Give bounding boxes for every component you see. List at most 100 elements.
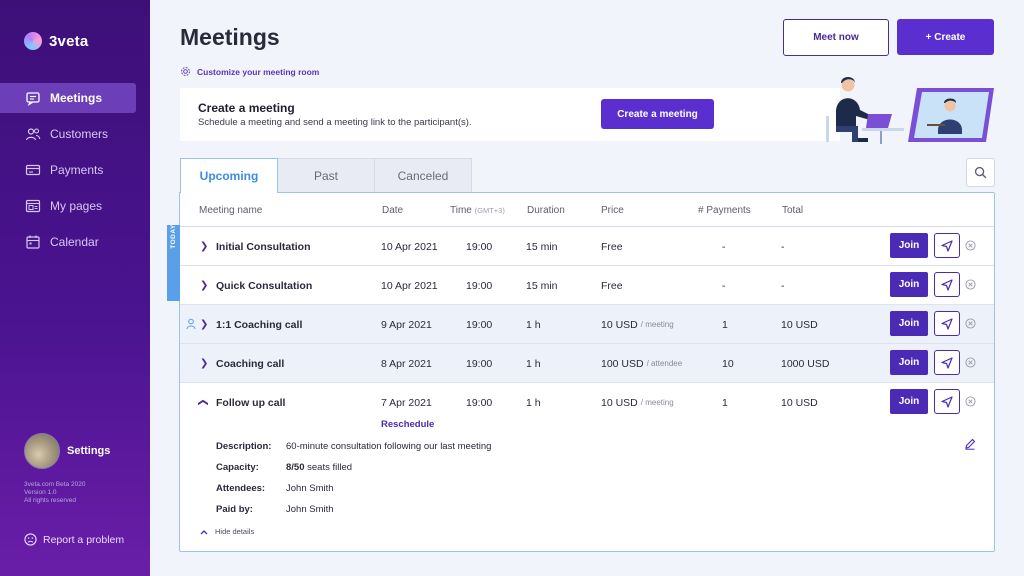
create-button[interactable]: + Create — [897, 19, 994, 55]
chevron-right-icon[interactable]: ❯ — [200, 358, 209, 369]
settings-label: Settings — [67, 445, 111, 457]
table-row[interactable]: ❯ Quick Consultation 10 Apr 2021 19:00 1… — [180, 266, 994, 305]
header-name: Meeting name — [199, 205, 263, 216]
meeting-name: Coaching call — [216, 357, 285, 370]
detail-value: 8/50 seats filled — [286, 462, 352, 473]
search-button[interactable] — [966, 158, 995, 187]
meeting-payments: 1 — [722, 318, 728, 331]
join-button[interactable]: Join — [890, 311, 928, 336]
meeting-illustration — [826, 77, 994, 144]
table-row[interactable]: ❯ Coaching call 8 Apr 2021 19:00 1 h 100… — [180, 344, 994, 383]
price-value: 10 USD — [601, 396, 638, 409]
send-icon — [941, 239, 953, 252]
price-value: 100 USD — [601, 357, 644, 370]
settings-link[interactable]: Settings — [24, 433, 110, 469]
cancel-icon[interactable] — [964, 239, 977, 252]
tab-past[interactable]: Past — [277, 158, 375, 192]
send-icon — [941, 356, 953, 369]
meeting-price: 100 USD / attendee — [601, 344, 682, 383]
chevron-right-icon[interactable]: ❯ — [200, 280, 209, 291]
send-icon — [941, 278, 953, 291]
version-info: 3veta.com Beta 2020 Version 1.0 All righ… — [24, 481, 85, 505]
header-price: Price — [601, 205, 624, 216]
meeting-date: 10 Apr 2021 — [381, 240, 438, 253]
price-unit: / attendee — [646, 359, 683, 368]
meeting-time: 19:00 — [466, 279, 493, 292]
detail-attendees: Attendees: John Smith — [216, 483, 334, 494]
meeting-time: 19:00 — [466, 396, 493, 409]
header-payments: # Payments — [698, 205, 751, 216]
meeting-payments: 1 — [722, 396, 728, 409]
meeting-name: 1:1 Coaching call — [216, 318, 303, 331]
meeting-duration: 1 h — [526, 357, 541, 370]
sidebar-item-payments[interactable]: Payments — [0, 155, 136, 185]
meet-now-button[interactable]: Meet now — [783, 19, 889, 56]
detail-paid-by: Paid by: John Smith — [216, 504, 334, 515]
pages-icon — [25, 198, 41, 214]
send-link-button[interactable] — [934, 389, 960, 414]
header-time: Time (GMT+3) — [450, 205, 505, 216]
customize-room-link[interactable]: Customize your meeting room — [180, 66, 319, 77]
customize-label: Customize your meeting room — [197, 66, 320, 77]
report-problem-link[interactable]: Report a problem — [24, 533, 124, 546]
page-title: Meetings — [180, 24, 280, 50]
table-row-expanded[interactable]: ❯ Follow up call 7 Apr 2021 19:00 1 h 10… — [180, 383, 994, 422]
hide-details-label: Hide details — [215, 527, 255, 536]
meeting-price: Free — [601, 266, 626, 305]
meeting-date: 9 Apr 2021 — [381, 318, 432, 331]
table-row[interactable]: ❯ Initial Consultation 10 Apr 2021 19:00… — [180, 227, 994, 266]
cancel-icon[interactable] — [964, 317, 977, 330]
join-button[interactable]: Join — [890, 389, 928, 414]
sidebar-item-my-pages[interactable]: My pages — [0, 191, 136, 221]
tab-upcoming[interactable]: Upcoming — [180, 158, 278, 193]
cancel-icon[interactable] — [964, 395, 977, 408]
send-link-button[interactable] — [934, 272, 960, 297]
price-unit: / meeting — [640, 320, 674, 329]
join-button[interactable]: Join — [890, 272, 928, 297]
chevron-right-icon[interactable]: ❯ — [200, 241, 209, 252]
meeting-date: 10 Apr 2021 — [381, 279, 438, 292]
send-icon — [941, 395, 953, 408]
cancel-icon[interactable] — [964, 356, 977, 369]
sidebar-item-calendar[interactable]: Calendar — [0, 227, 136, 257]
meeting-name: Follow up call — [216, 396, 286, 409]
detail-value: John Smith — [286, 504, 334, 515]
logo[interactable]: 3veta — [24, 32, 88, 50]
sidebar-item-meetings[interactable]: Meetings — [0, 83, 136, 113]
tab-canceled[interactable]: Canceled — [374, 158, 472, 192]
avatar — [24, 433, 60, 469]
logo-icon — [24, 32, 42, 50]
header-total: Total — [782, 205, 804, 216]
header-timezone: (GMT+3) — [474, 206, 505, 215]
create-meeting-button[interactable]: Create a meeting — [601, 99, 714, 129]
cancel-icon[interactable] — [964, 278, 977, 291]
table-row[interactable]: ❯ 1:1 Coaching call 9 Apr 2021 19:00 1 h… — [180, 305, 994, 344]
sidebar-item-customers[interactable]: Customers — [0, 119, 136, 149]
hide-details-link[interactable]: Hide details — [200, 527, 254, 536]
sidebar-nav: Meetings Customers Payments My pages Cal… — [0, 83, 136, 263]
meeting-duration: 1 h — [526, 396, 541, 409]
meeting-total: 10 USD — [781, 396, 818, 409]
chevron-up-icon[interactable]: ❯ — [197, 398, 209, 407]
reschedule-link[interactable]: Reschedule — [381, 419, 435, 430]
meeting-duration: 1 h — [526, 318, 541, 331]
chevron-right-icon[interactable]: ❯ — [200, 319, 209, 330]
detail-label: Paid by: — [216, 504, 253, 515]
edit-icon[interactable] — [964, 438, 976, 450]
send-link-button[interactable] — [934, 233, 960, 258]
calendar-icon — [25, 234, 41, 250]
send-icon — [941, 317, 953, 330]
meeting-duration: 15 min — [526, 240, 558, 253]
gear-icon — [181, 67, 190, 76]
sidebar-item-label: Customers — [50, 127, 109, 141]
send-link-button[interactable] — [934, 311, 960, 336]
send-link-button[interactable] — [934, 350, 960, 375]
detail-label: Attendees: — [216, 483, 266, 494]
meeting-name: Initial Consultation — [216, 240, 311, 253]
join-button[interactable]: Join — [890, 350, 928, 375]
customers-icon — [25, 126, 41, 142]
sidebar-item-label: Payments — [50, 163, 104, 177]
search-icon — [974, 166, 987, 179]
join-button[interactable]: Join — [890, 233, 928, 258]
today-label: TODAY — [170, 224, 178, 249]
